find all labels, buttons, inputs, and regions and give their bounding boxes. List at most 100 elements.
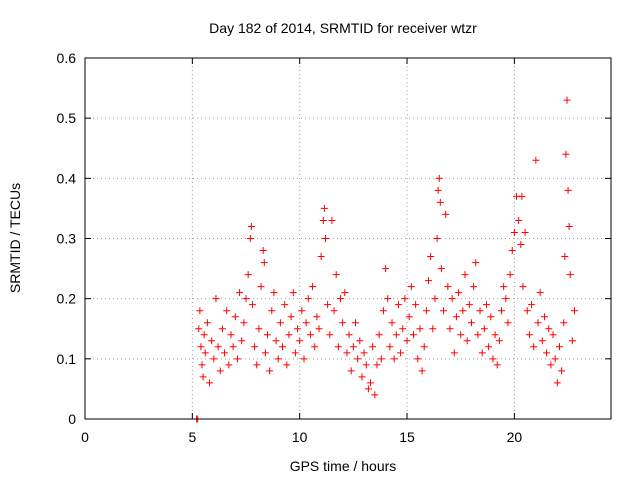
data-point (540, 313, 548, 321)
data-point (397, 349, 405, 357)
data-point (246, 235, 254, 242)
data-point (369, 343, 377, 351)
data-point (568, 337, 576, 345)
data-point (444, 283, 452, 291)
data-point (504, 319, 512, 327)
data-point (434, 186, 442, 194)
data-point (317, 253, 325, 261)
data-point (448, 295, 456, 303)
data-point (491, 331, 499, 339)
data-point (420, 343, 428, 351)
axis-ticks: 0 0.1 0.2 0.3 0.4 0.5 0.6 0 5 10 15 20 (57, 50, 611, 445)
data-point (195, 325, 203, 333)
data-point (388, 319, 396, 327)
y-tick-label: 0.1 (57, 351, 77, 367)
data-point (476, 307, 484, 315)
y-axis-label: SRMTID / TECUs (7, 183, 23, 293)
data-point (358, 373, 366, 381)
data-point (431, 295, 439, 303)
data-point (521, 228, 529, 236)
data-point (437, 265, 445, 273)
data-point (343, 349, 351, 357)
data-point (416, 325, 424, 333)
data-point (261, 349, 269, 357)
data-point (500, 283, 508, 291)
data-point (409, 331, 417, 339)
grid-lines (85, 58, 611, 419)
data-point (498, 307, 506, 315)
data-point (283, 361, 291, 369)
data-point (459, 307, 467, 315)
data-point (461, 271, 469, 279)
data-point (518, 192, 526, 200)
x-axis-label: GPS time / hours (290, 458, 397, 474)
data-point (332, 271, 340, 279)
data-point (240, 319, 248, 327)
data-point (472, 259, 480, 267)
data-point (386, 343, 394, 351)
y-tick-label: 0.2 (57, 291, 77, 307)
data-point (536, 289, 544, 297)
data-point (506, 271, 514, 279)
data-point (470, 283, 478, 291)
data-point (571, 307, 579, 315)
data-point (435, 174, 443, 182)
data-point (418, 367, 426, 375)
data-point (198, 361, 206, 369)
data-point (304, 295, 312, 303)
data-point (532, 156, 540, 164)
data-point (563, 96, 571, 104)
data-point (231, 313, 239, 321)
data-point (525, 331, 533, 339)
data-point (229, 343, 237, 351)
x-tick-label: 0 (81, 429, 89, 445)
data-point (530, 343, 538, 351)
data-point (534, 319, 542, 327)
data-point (538, 337, 546, 345)
data-points (193, 96, 579, 423)
data-point (330, 307, 338, 315)
data-point (566, 271, 574, 279)
data-point (364, 385, 372, 393)
data-point (373, 361, 381, 369)
data-point (210, 355, 218, 363)
data-point (349, 343, 357, 351)
data-point (223, 307, 231, 315)
data-point (429, 325, 437, 333)
data-point (311, 343, 319, 351)
data-point (564, 186, 572, 194)
data-point (352, 319, 360, 327)
data-point (285, 331, 293, 339)
data-point (266, 367, 274, 375)
data-point (362, 361, 370, 369)
data-point (218, 325, 226, 333)
data-point (508, 247, 516, 255)
data-point (294, 325, 302, 333)
data-point (233, 355, 241, 363)
data-point (482, 301, 490, 309)
data-point (465, 301, 473, 309)
data-point (510, 228, 518, 236)
data-point (197, 343, 205, 351)
data-point (560, 319, 568, 327)
data-point (463, 337, 471, 345)
data-point (414, 355, 422, 363)
data-point (392, 331, 400, 339)
data-point (555, 343, 563, 351)
data-point (341, 289, 349, 297)
data-point (201, 349, 209, 357)
data-point (384, 295, 392, 303)
data-point (247, 222, 255, 230)
data-point (452, 313, 460, 321)
data-point (319, 216, 327, 224)
data-point (457, 331, 465, 339)
data-point (495, 337, 503, 345)
data-point (259, 247, 267, 255)
data-point (427, 253, 435, 261)
data-point (551, 355, 559, 363)
data-point (405, 313, 413, 321)
data-point (200, 331, 208, 339)
data-point (206, 379, 214, 387)
data-point (543, 349, 551, 357)
data-point (274, 355, 282, 363)
